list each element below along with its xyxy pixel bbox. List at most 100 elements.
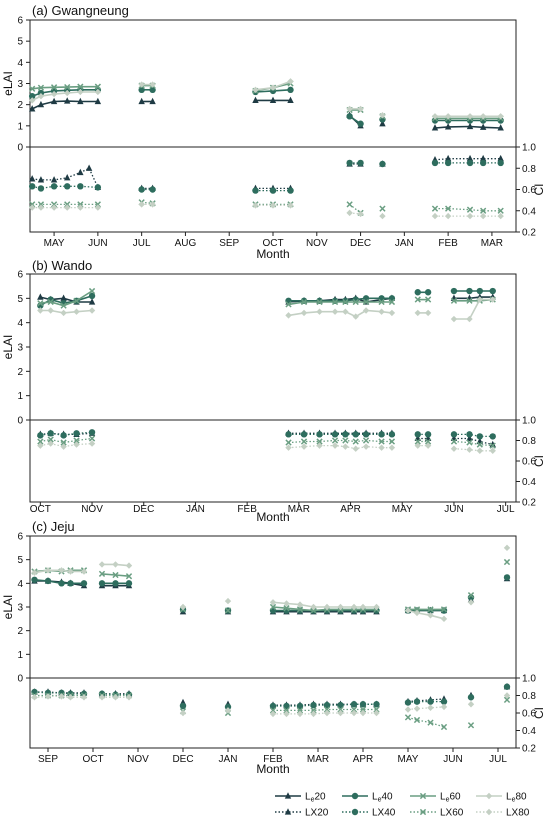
x-tick-label: DEC [350,238,371,249]
data-point [425,431,431,437]
data-point [287,87,293,93]
data-point [445,160,451,166]
legend-label: Le60 [440,792,461,804]
data-point [346,113,352,119]
data-point [467,160,473,166]
data-point [389,431,395,437]
data-point [363,431,369,437]
elai-tick-label: 5 [17,555,23,566]
x-tick-label: AUG [175,238,197,249]
x-axis-label: Month [256,510,289,524]
x-tick-label: NOV [127,754,149,765]
data-point [415,310,421,316]
ci-tick-label: 0.2 [522,744,536,755]
data-point [51,204,57,210]
data-point [58,580,64,586]
legend-item-LX40: LX40 [342,808,396,819]
data-point [332,438,337,443]
data-point [357,160,363,166]
x-tick-label: JUN [444,504,463,515]
data-point [77,183,83,189]
data-point [466,431,472,437]
x-tick-label: OCT [82,754,103,765]
x-tick-label: JUL [497,504,515,515]
y-axis-label-left: eLAI [1,595,15,620]
series-line [273,710,377,711]
series-line [454,439,493,445]
x-tick-label: JUN [88,238,107,249]
ci-tick-label: 0.2 [522,498,536,509]
legend-item-LX20: LX20 [275,808,329,819]
data-point [149,201,155,207]
ci-tick-label: 1.0 [522,143,536,154]
x-tick-label: JAN [219,754,238,765]
data-point [432,206,437,211]
data-point [95,184,101,190]
data-point [379,213,385,219]
data-point [86,164,92,170]
y-axis-label-left: eLAI [1,71,15,96]
legend-item-LX60: LX60 [410,808,464,819]
data-point [77,169,83,175]
data-point [81,568,87,574]
data-point [468,599,474,605]
legend-marker [352,809,358,815]
data-point [353,439,358,444]
elai-tick-label: 2 [17,626,23,637]
data-point [427,705,433,711]
x-tick-label: MAY [392,504,413,515]
series-line [454,434,493,436]
elai-tick-label: 3 [17,603,23,614]
legend-label: Le40 [372,792,393,804]
data-point [342,443,348,449]
data-point [316,431,322,437]
data-point [468,701,474,707]
elai-tick-label: 0 [17,143,23,154]
data-point [353,431,359,437]
data-point [301,310,307,316]
data-point [504,574,510,580]
data-point [38,204,44,210]
elai-tick-label: 1 [17,121,23,132]
series-line [454,300,493,319]
data-point [351,701,357,707]
x-tick-label: JUN [443,754,462,765]
legend-label-main: LX80 [506,808,530,819]
y-axis-label-right: CI [532,707,546,719]
data-point [477,448,483,454]
data-point [99,580,105,586]
data-point [301,439,306,444]
data-point [77,204,83,210]
data-point [95,204,101,210]
data-point [38,185,44,191]
y-axis-label-left: eLAI [1,335,15,360]
x-tick-label: JUL [133,238,151,249]
legend-label-main: LX20 [305,808,329,819]
x-axis-label: Month [256,762,289,776]
ci-tick-label: 0.4 [522,206,536,217]
legend-marker [486,809,492,815]
legend-label: Le20 [305,792,326,804]
data-point [445,213,451,219]
data-point [126,580,132,586]
data-point [47,307,53,313]
data-point [29,183,35,189]
series-line [454,442,493,446]
y-axis-label-right: CI [532,455,546,467]
data-point [342,309,348,315]
series-line [408,707,444,710]
x-tick-label: APR [353,754,374,765]
data-point [441,704,447,710]
data-point [316,309,322,315]
data-point [490,288,496,294]
data-point [432,213,438,219]
series-line [408,717,444,727]
elai-tick-label: 0 [17,674,23,685]
elai-tick-label: 0 [17,416,23,427]
legend-label-rest: 20 [314,792,326,803]
data-point [373,701,379,707]
legend-item-Le60: Le60 [410,792,461,804]
data-point [451,431,457,437]
legend-label: LX20 [305,808,329,819]
data-point [346,160,352,166]
